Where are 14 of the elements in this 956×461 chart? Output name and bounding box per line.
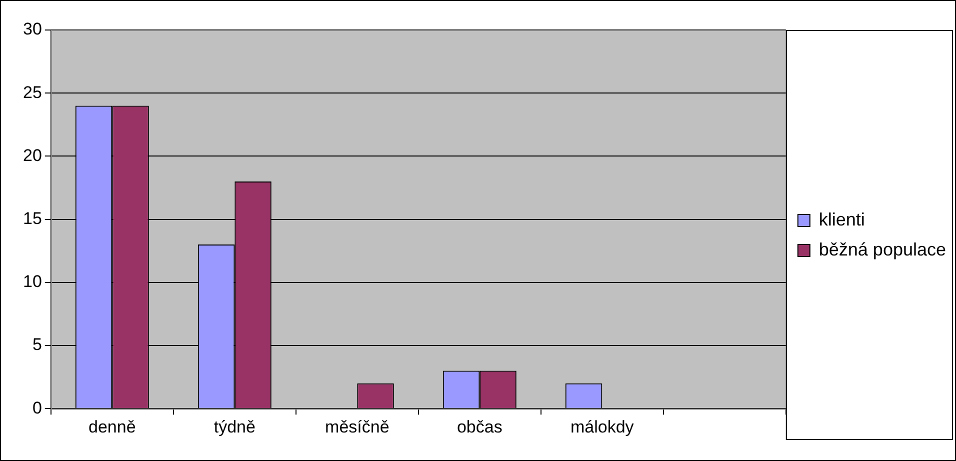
y-tick-label: 5: [32, 335, 42, 354]
x-tick-label: občas: [456, 417, 502, 436]
y-tick-label: 30: [22, 20, 42, 39]
x-tick-label: denně: [88, 417, 136, 436]
y-tick-label: 25: [22, 82, 42, 102]
x-tick-label: měsíčně: [325, 417, 390, 436]
legend-label: běžná populace: [818, 239, 946, 260]
legend-label: klienti: [818, 209, 865, 230]
y-tick-label: 10: [22, 272, 42, 292]
x-tick-label: týdně: [214, 417, 256, 436]
y-tick-label: 20: [22, 146, 42, 165]
y-tick-label: 0: [32, 398, 42, 418]
y-tick-label: 15: [22, 208, 42, 228]
x-tick-label: málokdy: [570, 417, 634, 436]
